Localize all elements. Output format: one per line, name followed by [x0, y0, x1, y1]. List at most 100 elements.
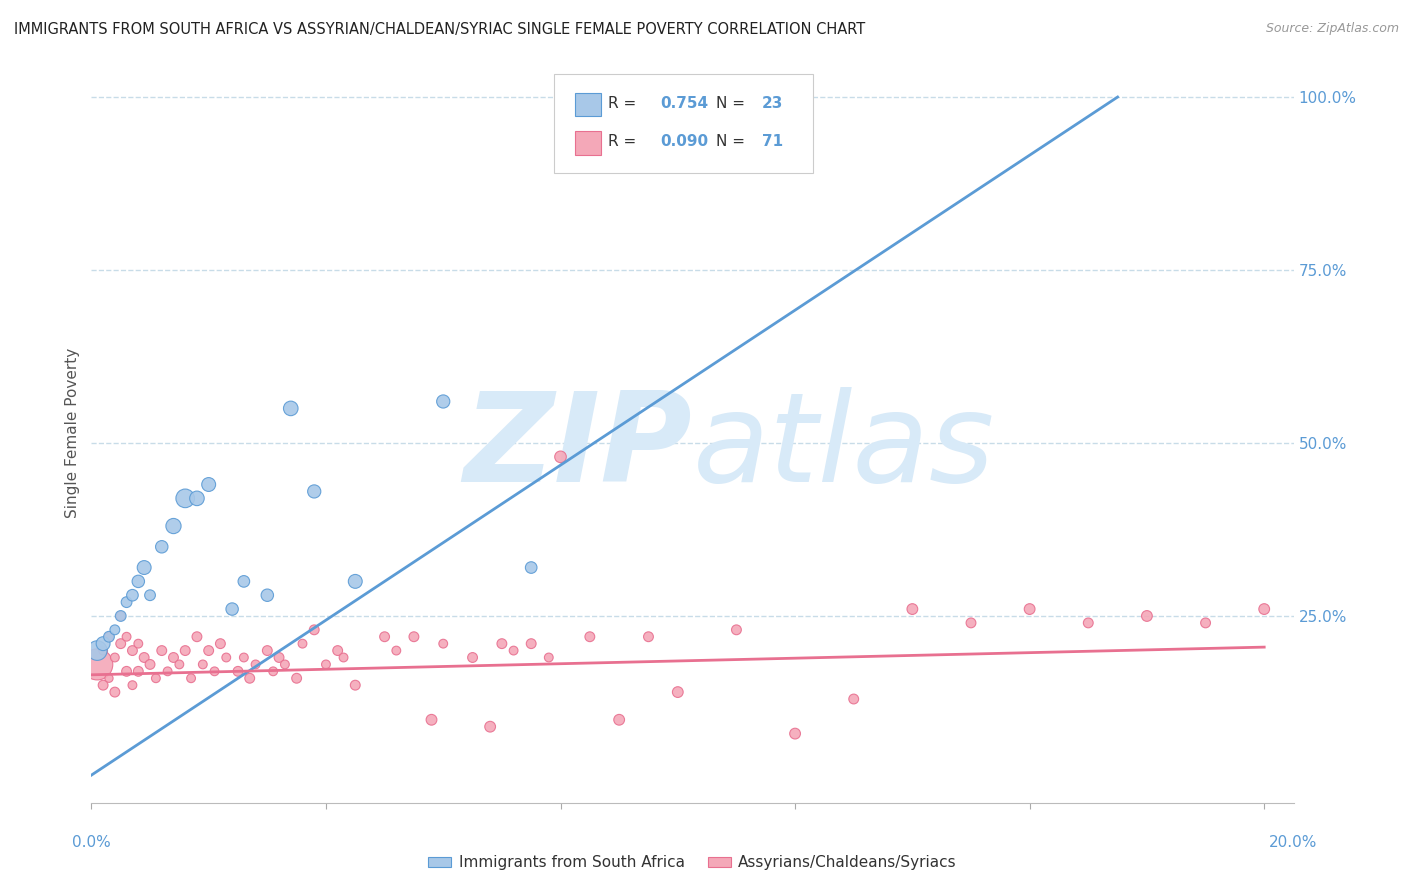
Point	[1194, 615, 1216, 630]
Point	[139, 657, 162, 672]
Point	[274, 657, 297, 672]
Point	[121, 588, 143, 602]
FancyBboxPatch shape	[575, 131, 602, 155]
Text: R =: R =	[609, 95, 641, 111]
Point	[256, 588, 278, 602]
Point	[502, 643, 524, 657]
Point	[162, 650, 184, 665]
Point	[98, 671, 121, 685]
Point	[607, 713, 630, 727]
Text: N =: N =	[717, 95, 751, 111]
Point	[127, 665, 149, 679]
Point	[162, 519, 184, 533]
Point	[537, 650, 560, 665]
Point	[215, 650, 238, 665]
Point	[666, 685, 689, 699]
Point	[302, 623, 325, 637]
Point	[115, 595, 138, 609]
Point	[134, 650, 156, 665]
Point	[186, 630, 208, 644]
Point	[520, 637, 543, 651]
Point	[174, 643, 197, 657]
Text: 20.0%: 20.0%	[1270, 836, 1317, 850]
Point	[315, 657, 337, 672]
Point	[127, 637, 149, 651]
Point	[1136, 609, 1159, 624]
FancyBboxPatch shape	[554, 73, 813, 173]
Point	[110, 637, 132, 651]
Point	[145, 671, 167, 685]
Text: Source: ZipAtlas.com: Source: ZipAtlas.com	[1265, 22, 1399, 36]
Point	[115, 665, 138, 679]
Point	[637, 630, 659, 644]
Point	[725, 623, 748, 637]
Point	[86, 643, 108, 657]
Point	[104, 650, 127, 665]
Point	[180, 671, 202, 685]
Point	[491, 637, 513, 651]
Point	[98, 630, 121, 644]
Point	[262, 665, 284, 679]
Point	[209, 637, 232, 651]
Text: R =: R =	[609, 134, 641, 149]
Text: IMMIGRANTS FROM SOUTH AFRICA VS ASSYRIAN/CHALDEAN/SYRIAC SINGLE FEMALE POVERTY C: IMMIGRANTS FROM SOUTH AFRICA VS ASSYRIAN…	[14, 22, 865, 37]
Point	[332, 650, 354, 665]
Point	[267, 650, 290, 665]
Point	[91, 678, 114, 692]
Text: ZIP: ZIP	[464, 387, 692, 508]
Point	[842, 692, 865, 706]
Point	[91, 637, 114, 651]
Text: atlas: atlas	[692, 387, 994, 508]
Point	[150, 643, 173, 657]
Point	[121, 678, 143, 692]
Point	[579, 630, 602, 644]
Point	[197, 477, 219, 491]
Point	[385, 643, 408, 657]
FancyBboxPatch shape	[575, 93, 602, 117]
Text: 71: 71	[762, 134, 783, 149]
Point	[374, 630, 396, 644]
Point	[432, 394, 454, 409]
Point	[344, 678, 367, 692]
Point	[110, 609, 132, 624]
Point	[127, 574, 149, 589]
Point	[1077, 615, 1099, 630]
Point	[156, 665, 179, 679]
Y-axis label: Single Female Poverty: Single Female Poverty	[65, 348, 80, 517]
Point	[344, 574, 367, 589]
Point	[186, 491, 208, 506]
Text: 0.090: 0.090	[659, 134, 709, 149]
Point	[115, 630, 138, 644]
Point	[221, 602, 243, 616]
Point	[174, 491, 197, 506]
Text: 23: 23	[762, 95, 783, 111]
Point	[280, 401, 302, 416]
Point	[291, 637, 314, 651]
Point	[191, 657, 214, 672]
Point	[232, 650, 254, 665]
Point	[98, 630, 121, 644]
Point	[134, 560, 156, 574]
Point	[86, 657, 108, 672]
Text: 0.754: 0.754	[659, 95, 709, 111]
Text: 0.0%: 0.0%	[72, 836, 111, 850]
Text: N =: N =	[717, 134, 751, 149]
Point	[550, 450, 572, 464]
Point	[139, 588, 162, 602]
Point	[461, 650, 484, 665]
Point	[326, 643, 349, 657]
Point	[1253, 602, 1275, 616]
Point	[150, 540, 173, 554]
Point	[91, 643, 114, 657]
Point	[239, 671, 262, 685]
Point	[232, 574, 254, 589]
Point	[204, 665, 226, 679]
Point	[479, 720, 502, 734]
Point	[256, 643, 278, 657]
Point	[226, 665, 249, 679]
Point	[245, 657, 267, 672]
Point	[285, 671, 308, 685]
Point	[402, 630, 425, 644]
Point	[121, 643, 143, 657]
Point	[104, 685, 127, 699]
